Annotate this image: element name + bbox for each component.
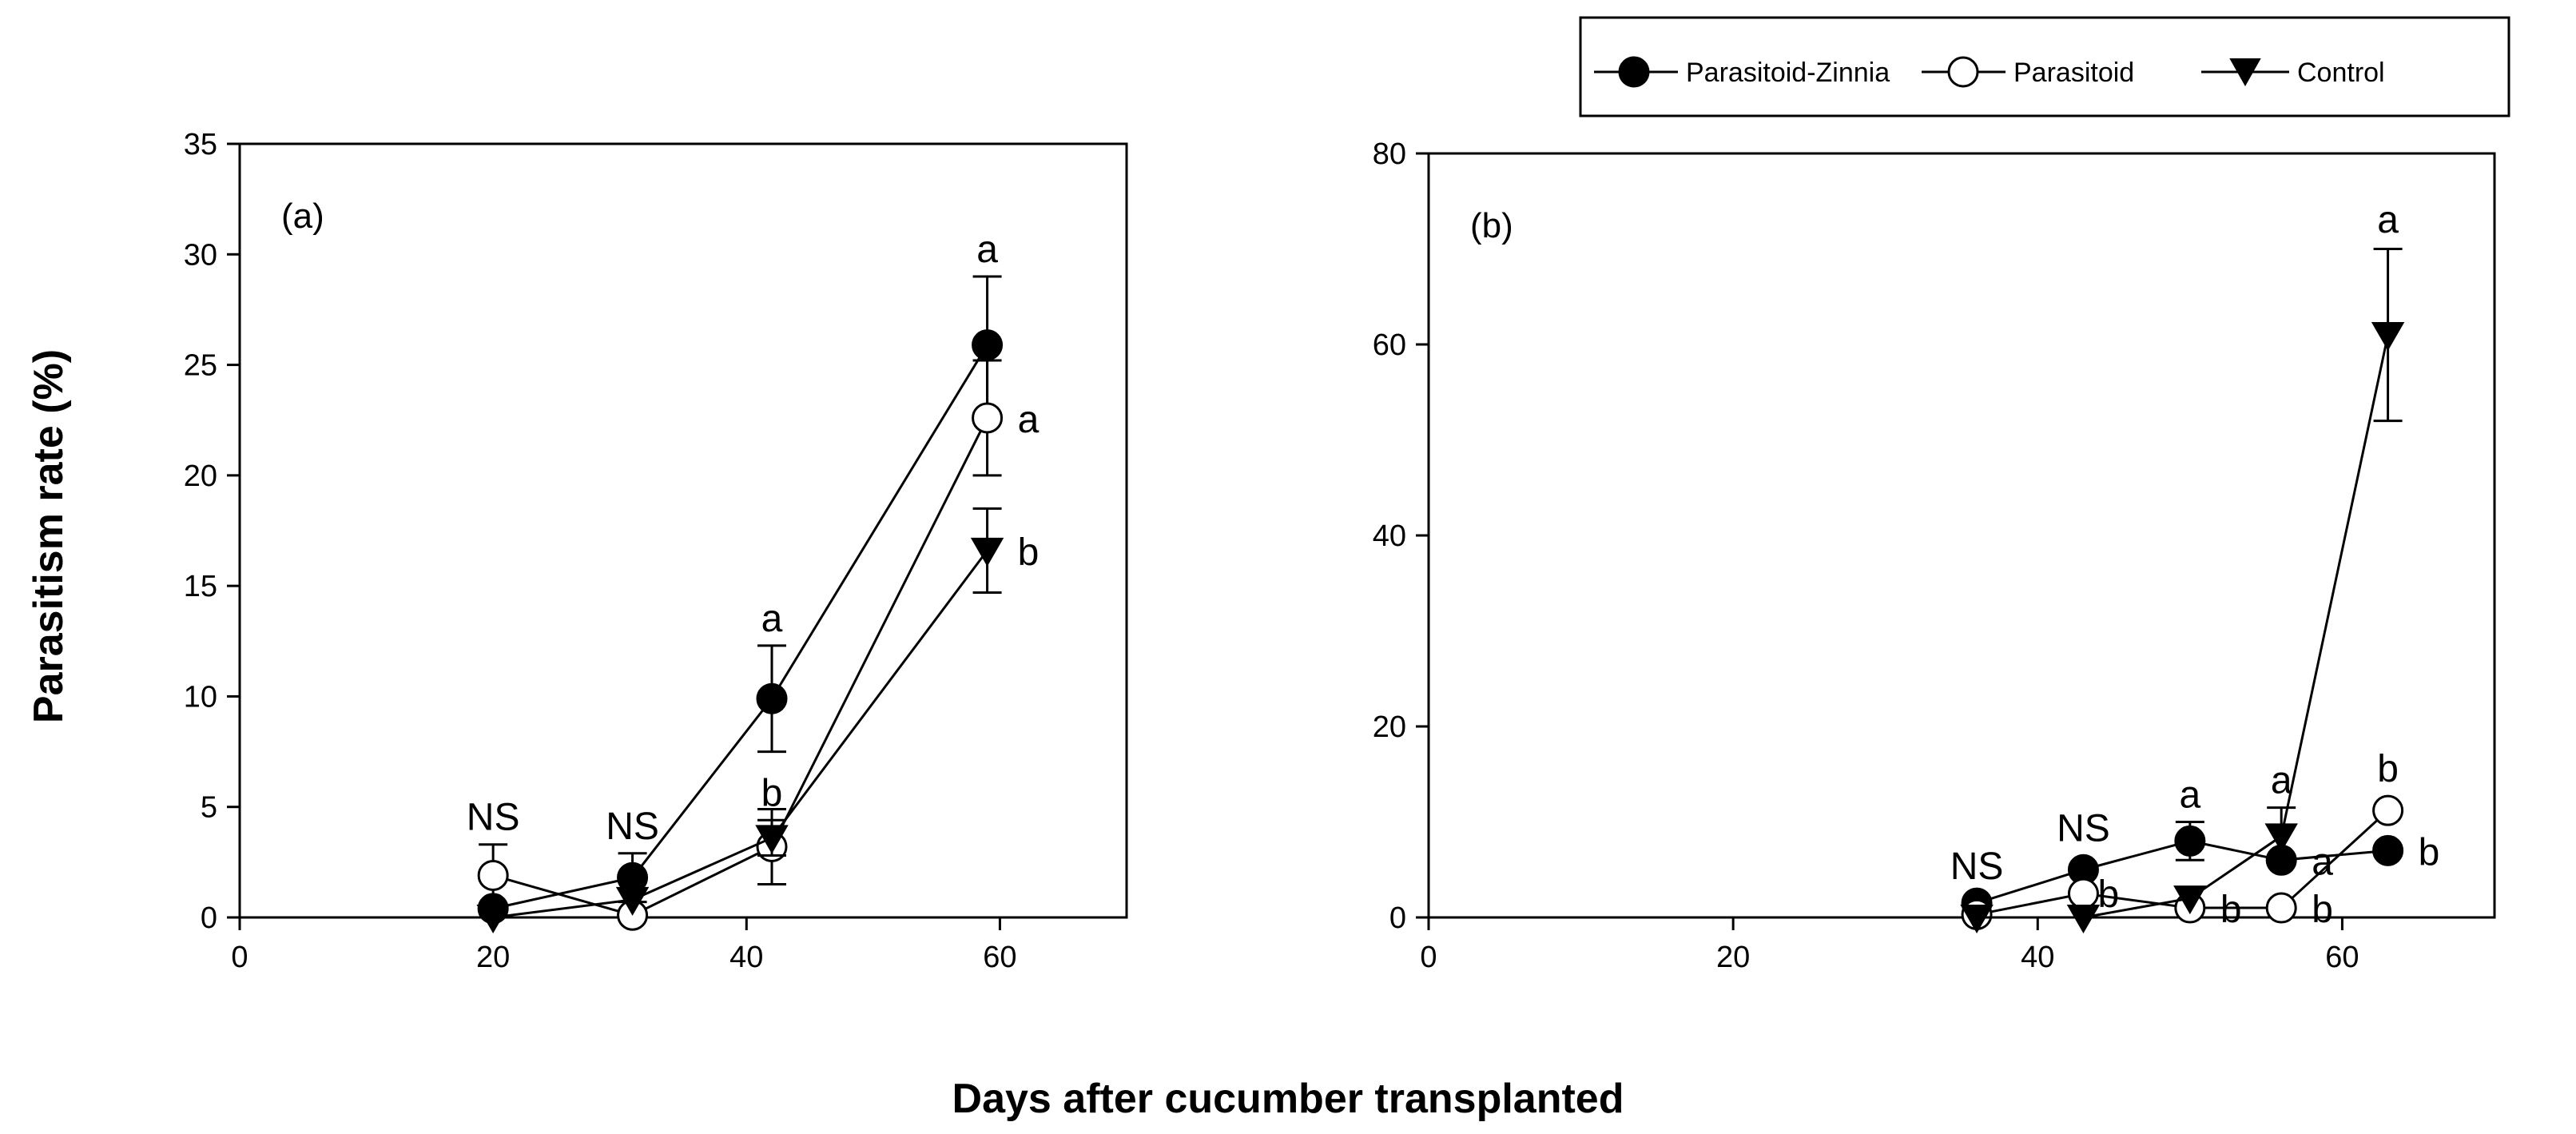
y-tick-label: 5 — [201, 791, 217, 825]
y-tick-label: 40 — [1373, 519, 1406, 553]
panel-label: (a) — [281, 197, 324, 236]
data-point — [2371, 322, 2405, 352]
data-point — [2372, 794, 2404, 826]
filled-circle-icon — [1618, 56, 1650, 88]
data-point — [2067, 877, 2099, 909]
data-point — [2173, 885, 2207, 915]
data-point — [1960, 905, 1994, 934]
series-parasitoid-zinnia — [477, 275, 1004, 925]
significance-label: NS — [467, 797, 520, 839]
filled-triangle-down-icon — [2229, 58, 2261, 87]
y-tick-label: 0 — [201, 901, 217, 935]
data-point — [972, 329, 1004, 361]
series-line — [492, 549, 988, 919]
y-tick-label: 0 — [1389, 901, 1406, 935]
x-tick-label: 20 — [476, 941, 510, 974]
plot-frame — [238, 142, 1128, 919]
legend-entry-control: Control — [2201, 58, 2385, 88]
x-tick-label: 40 — [729, 941, 763, 974]
y-tick-label: 25 — [184, 349, 217, 383]
data-point — [476, 905, 510, 934]
x-axis-title: Days after cucumber transplanted — [952, 1076, 1624, 1122]
data-point — [972, 402, 1004, 434]
significance-label: b — [761, 772, 783, 814]
significance-label: a — [2377, 199, 2399, 241]
data-point — [615, 886, 650, 916]
significance-label: b — [2220, 889, 2242, 931]
significance-label: NS — [2057, 807, 2110, 850]
legend: Parasitoid-Zinnia Parasitoid Control — [1579, 16, 2510, 117]
x-tick-label: 40 — [2021, 941, 2054, 974]
open-circle-icon — [1947, 56, 1979, 88]
legend-box — [1579, 16, 2510, 117]
significance-label: a — [761, 598, 783, 640]
y-tick-label: 60 — [1373, 328, 1406, 362]
y-tick-label: 15 — [184, 570, 217, 603]
significance-label: a — [2271, 760, 2292, 802]
x-tick-label: 60 — [983, 941, 1016, 974]
x-tick-label: 0 — [1420, 941, 1437, 974]
significance-label: NS — [1950, 846, 2004, 888]
x-tick-label: 60 — [2325, 941, 2359, 974]
y-tick-label: 35 — [184, 128, 217, 161]
series-line — [492, 417, 988, 917]
legend-label-control: Control — [2297, 58, 2385, 88]
y-tick-label: 30 — [184, 238, 217, 272]
data-point — [477, 859, 509, 891]
significance-label: b — [1018, 531, 1040, 574]
x-tick-label: 20 — [1716, 941, 1750, 974]
data-point — [2265, 892, 2297, 924]
data-point — [970, 537, 1004, 567]
y-tick-label: 20 — [184, 460, 217, 493]
y-axis-title: Parasitism rate (%) — [26, 349, 72, 723]
significance-label: a — [2312, 841, 2333, 883]
data-point — [2264, 823, 2298, 853]
significance-label: a — [1018, 399, 1040, 441]
legend-entry-parasitoid-zinnia: Parasitoid-Zinnia — [1594, 56, 1890, 88]
plot-frame — [1427, 152, 2496, 919]
data-point — [2372, 834, 2404, 866]
panel-label: (b) — [1470, 206, 1513, 245]
series-parasitoid — [477, 359, 1004, 931]
significance-label: b — [2377, 748, 2399, 790]
data-point — [2174, 825, 2206, 857]
significance-label: b — [2312, 889, 2333, 931]
legend-label-parasitoid-zinnia: Parasitoid-Zinnia — [1686, 58, 1890, 88]
legend-label-parasitoid: Parasitoid — [2013, 58, 2134, 88]
data-point — [2066, 905, 2101, 934]
y-tick-label: 20 — [1373, 710, 1406, 744]
x-tick-label: 0 — [231, 941, 248, 974]
y-tick-label: 80 — [1373, 137, 1406, 171]
significance-label: a — [976, 229, 998, 271]
legend-entry-parasitoid: Parasitoid — [1922, 56, 2134, 88]
series-control — [1960, 248, 2405, 934]
series-line — [492, 344, 988, 910]
significance-label: NS — [606, 806, 659, 848]
series-control — [476, 507, 1004, 934]
panel-a: 0 20 40 60 0 5 10 15 20 25 30 35 (a) NS NS a b a a b — [184, 128, 1128, 974]
y-tick-label: 10 — [184, 680, 217, 714]
data-point — [756, 682, 788, 714]
data-point — [755, 825, 789, 854]
significance-label: b — [2097, 873, 2119, 916]
significance-label: b — [2419, 831, 2440, 873]
significance-label: a — [2180, 774, 2201, 817]
